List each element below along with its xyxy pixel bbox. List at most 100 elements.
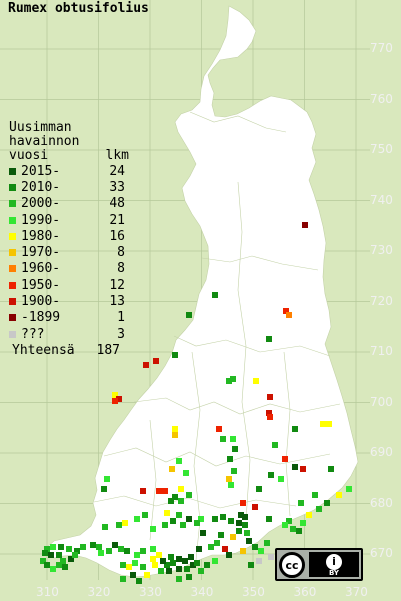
y-tick-label: 670 xyxy=(370,546,393,560)
legend-swatch xyxy=(9,167,16,175)
observation-square xyxy=(170,518,176,524)
observation-square xyxy=(42,550,48,556)
observation-square xyxy=(218,532,224,538)
observation-square xyxy=(176,566,182,572)
observation-square xyxy=(132,560,138,566)
legend-items: 2015- 24 2010- 33 2000- 48 1990- 21 1980- 16 1970-… xyxy=(9,163,129,342)
observation-square xyxy=(232,446,238,452)
legend-item-count: 33 xyxy=(109,179,125,195)
observation-square xyxy=(252,544,258,550)
observation-square xyxy=(90,542,96,548)
observation-square xyxy=(178,498,184,504)
by-label: BY xyxy=(328,569,340,577)
observation-square xyxy=(172,432,178,438)
observation-square xyxy=(198,516,204,522)
observation-square xyxy=(182,558,188,564)
legend-swatch xyxy=(9,330,16,338)
legend-swatch xyxy=(9,281,16,289)
observation-square xyxy=(50,566,56,572)
legend-item-count: 16 xyxy=(109,228,125,244)
observation-square xyxy=(253,378,259,384)
legend-item-label: 1960- xyxy=(21,261,61,277)
observation-square xyxy=(198,568,204,574)
legend-item-count: 8 xyxy=(117,245,125,261)
observation-square xyxy=(116,522,122,528)
observation-square xyxy=(116,396,122,402)
legend-item: 1980- 16 xyxy=(9,228,129,244)
observation-square xyxy=(122,520,128,526)
observation-square xyxy=(74,548,80,554)
observation-square xyxy=(104,476,110,482)
observation-square xyxy=(136,578,142,584)
observation-square xyxy=(220,514,226,520)
observation-square xyxy=(204,562,210,568)
observation-square xyxy=(140,488,146,494)
observation-square xyxy=(186,492,192,498)
cc-license-badge[interactable]: cc i BY xyxy=(275,548,363,581)
observation-square xyxy=(236,528,242,534)
y-tick-label: 750 xyxy=(370,142,393,156)
legend-swatch xyxy=(9,314,16,322)
x-tick-label: 320 xyxy=(87,585,111,599)
observation-square xyxy=(66,546,72,552)
observation-square xyxy=(212,516,218,522)
observation-square xyxy=(258,548,264,554)
observation-square xyxy=(142,512,148,518)
observation-square xyxy=(50,544,56,550)
observation-square xyxy=(286,518,292,524)
observation-square xyxy=(124,548,130,554)
observation-points xyxy=(40,222,352,584)
y-tick-label: 740 xyxy=(370,192,393,207)
observation-square xyxy=(230,436,236,442)
x-tick-label: 340 xyxy=(190,585,214,599)
observation-square xyxy=(169,466,175,472)
observation-square xyxy=(120,576,126,582)
observation-square xyxy=(126,564,132,570)
observation-square xyxy=(168,554,174,560)
y-tick-label: 700 xyxy=(370,394,393,409)
observation-square xyxy=(56,552,62,558)
legend-item-count: 24 xyxy=(109,163,125,179)
observation-square xyxy=(156,552,162,558)
observation-square xyxy=(96,544,102,550)
observation-square xyxy=(186,574,192,580)
observation-square xyxy=(267,394,273,400)
observation-square xyxy=(298,500,304,506)
observation-square xyxy=(226,476,232,482)
y-tick-label: 680 xyxy=(370,495,393,510)
observation-square xyxy=(44,546,50,552)
legend: Uusimman havainnon vuosi lkm 2015- 24 2010… xyxy=(9,121,129,358)
y-tick-label: 720 xyxy=(370,293,393,308)
observation-square xyxy=(228,518,234,524)
observation-square xyxy=(162,522,168,528)
observation-square xyxy=(312,492,318,498)
observation-square xyxy=(40,558,46,564)
observation-square xyxy=(267,414,273,420)
observation-square xyxy=(286,312,292,318)
observation-square xyxy=(230,376,236,382)
observation-square xyxy=(208,544,214,550)
observation-square xyxy=(112,392,118,398)
observation-square xyxy=(320,421,326,427)
observation-square xyxy=(268,554,274,560)
legend-item-count: 21 xyxy=(109,212,125,228)
observation-square xyxy=(268,472,274,478)
observation-square xyxy=(228,482,234,488)
legend-heading-2: havainnon xyxy=(9,134,80,149)
legend-item: 1970- 8 xyxy=(9,244,129,260)
observation-square xyxy=(170,560,176,566)
observation-square xyxy=(190,562,196,568)
observation-square xyxy=(252,504,258,510)
observation-square xyxy=(214,540,220,546)
cc-icon: cc xyxy=(279,552,305,578)
observation-square xyxy=(240,500,246,506)
observation-square xyxy=(106,548,112,554)
observation-square xyxy=(282,522,288,528)
observation-square xyxy=(184,566,190,572)
legend-item-label: 1950- xyxy=(21,277,61,293)
observation-square xyxy=(134,552,140,558)
legend-item-label: -1899 xyxy=(21,310,61,326)
observation-square xyxy=(278,476,284,482)
